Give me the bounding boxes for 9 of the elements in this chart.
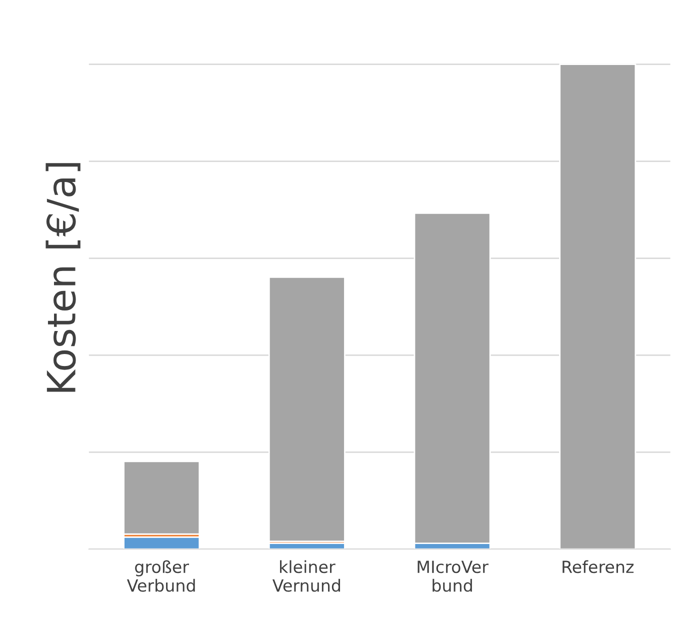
x-tick-label: kleiner Vernund (272, 560, 340, 592)
bar (268, 276, 346, 542)
bar (123, 460, 200, 535)
x-tick-label: großer Verbund (126, 560, 195, 592)
bar (414, 212, 491, 544)
bar (559, 64, 636, 550)
x-tick-label: Referenz (562, 560, 634, 574)
y-axis-title: Kosten [€/a] (46, 163, 80, 392)
x-tick-label: MIcroVer bund (418, 560, 488, 592)
